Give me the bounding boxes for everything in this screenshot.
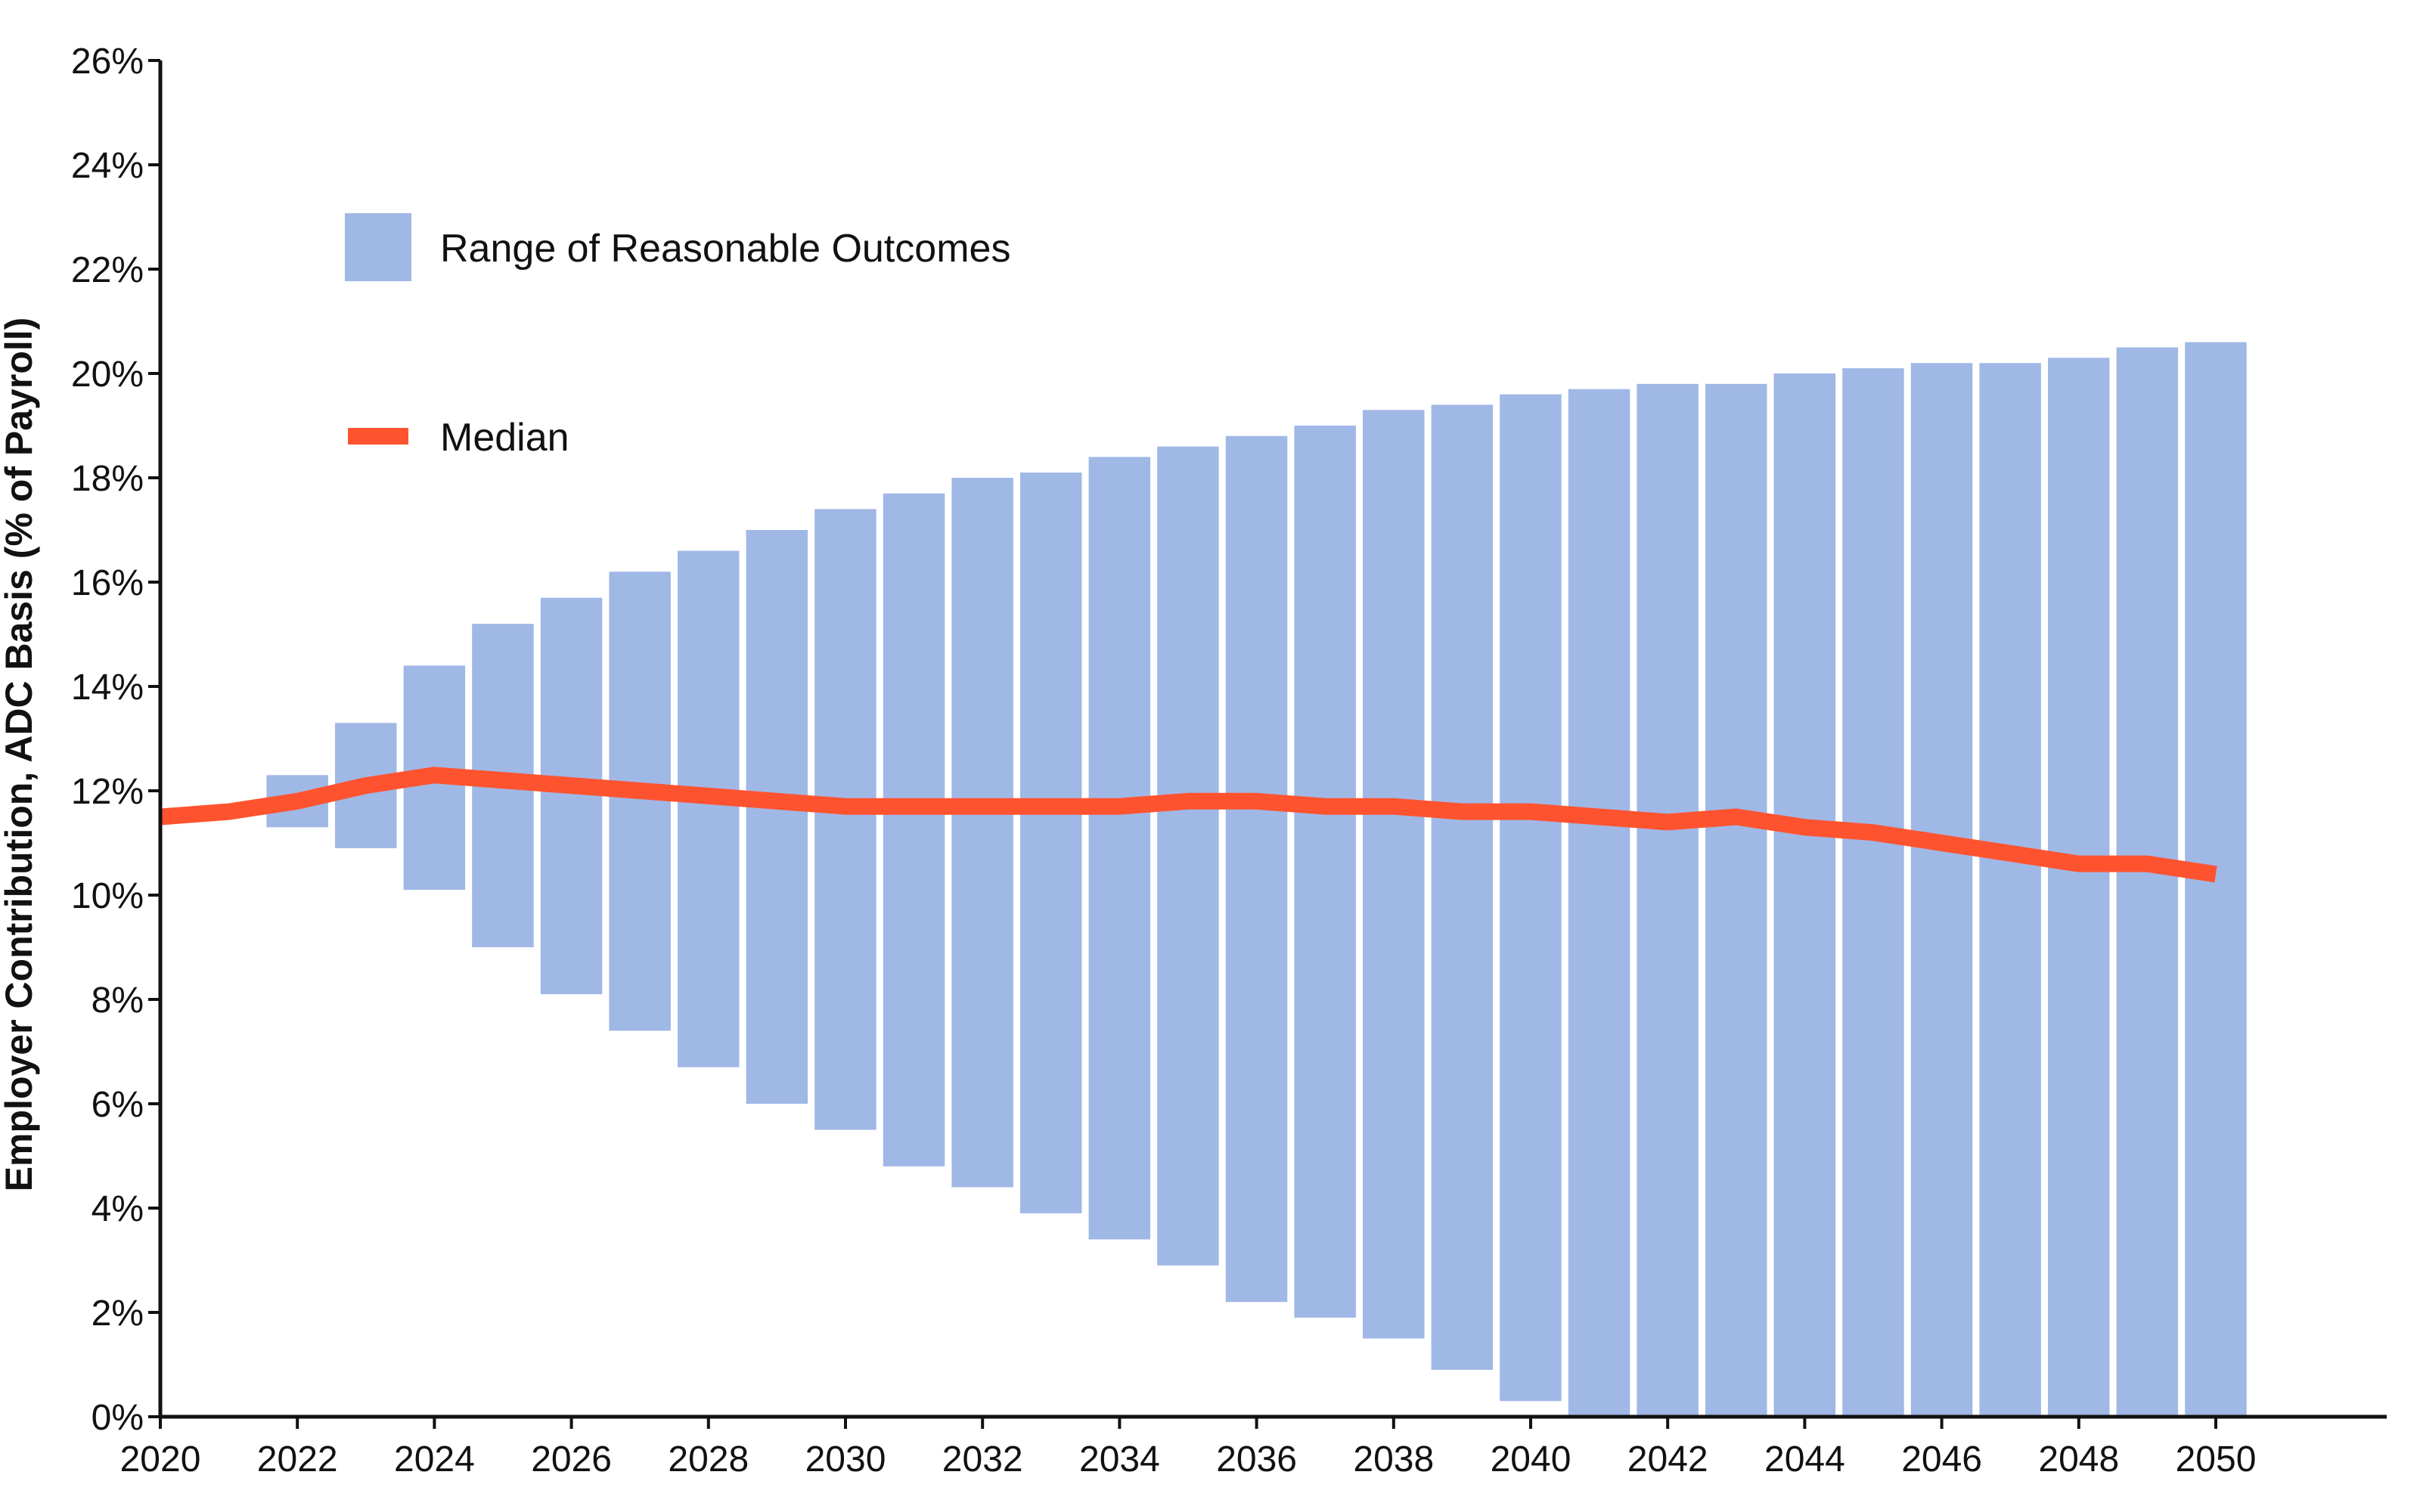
- y-tick-label: 20%: [71, 355, 144, 395]
- range-bar-2045: [1842, 368, 1904, 1418]
- y-tick-label: 22%: [71, 250, 144, 290]
- x-tick-label: 2050: [2176, 1439, 2257, 1479]
- range-bar-2041: [1568, 389, 1630, 1418]
- x-tick-label: 2044: [1764, 1439, 1845, 1479]
- range-bar-2042: [1637, 383, 1699, 1417]
- range-bar-2032: [951, 478, 1013, 1188]
- x-tick-label: 2030: [805, 1439, 886, 1479]
- x-tick-label: 2046: [1901, 1439, 1982, 1479]
- median-line-layer: [160, 767, 2217, 883]
- range-bar-2031: [883, 493, 945, 1167]
- range-bar-2043: [1705, 383, 1767, 1417]
- legend: Range of Reasonable Outcomes Median: [345, 213, 1010, 460]
- y-tick-label: 24%: [71, 146, 144, 186]
- range-bar-2044: [1773, 373, 1836, 1417]
- y-axis-title: Employer Contribution, ADC Basis (% of P…: [0, 318, 40, 1192]
- x-tick-label: 2038: [1353, 1439, 1434, 1479]
- range-bar-2039: [1431, 404, 1494, 1370]
- x-tick-label: 2026: [531, 1439, 612, 1479]
- range-bar-2030: [814, 509, 876, 1130]
- y-tick-label: 2%: [92, 1294, 144, 1334]
- range-bar-2050: [2185, 342, 2247, 1418]
- range-bar-2028: [678, 550, 740, 1067]
- range-bar-2036: [1225, 435, 1288, 1303]
- median-line: [160, 767, 2217, 883]
- x-tick-label: 2022: [257, 1439, 338, 1479]
- legend-median-label: Median: [440, 416, 569, 460]
- range-bar-2026: [540, 597, 603, 995]
- range-bar-2034: [1088, 457, 1151, 1240]
- range-bar-2046: [1910, 363, 1973, 1418]
- range-bar-2049: [2116, 347, 2179, 1417]
- legend-range-label: Range of Reasonable Outcomes: [440, 227, 1010, 271]
- range-bars: [266, 342, 2247, 1418]
- y-tick-label: 10%: [71, 876, 144, 916]
- x-tick-label: 2048: [2038, 1439, 2119, 1479]
- x-tick-label: 2034: [1079, 1439, 1160, 1479]
- y-tick-label: 18%: [71, 459, 144, 499]
- y-tick-label: 4%: [92, 1189, 144, 1229]
- x-tick-label: 2032: [942, 1439, 1023, 1479]
- x-tick-label: 2020: [120, 1439, 201, 1479]
- y-tick-label: 6%: [92, 1085, 144, 1125]
- range-bar-2033: [1020, 472, 1082, 1213]
- axes: [148, 59, 2387, 1429]
- legend-range-swatch: [345, 213, 411, 281]
- range-bar-2038: [1363, 410, 1425, 1339]
- range-bar-2027: [609, 572, 671, 1031]
- range-bar-2029: [746, 530, 808, 1104]
- range-bar-2040: [1500, 394, 1562, 1402]
- x-tick-label: 2036: [1216, 1439, 1297, 1479]
- y-tick-label: 14%: [71, 668, 144, 708]
- x-tick-label: 2024: [394, 1439, 475, 1479]
- y-tick-label: 12%: [71, 772, 144, 812]
- y-tick-label: 0%: [92, 1398, 144, 1438]
- legend-median-swatch: [348, 428, 408, 445]
- y-tick-label: 26%: [71, 42, 144, 82]
- y-tick-label: 16%: [71, 563, 144, 603]
- x-tick-label: 2028: [668, 1439, 749, 1479]
- x-tick-label: 2042: [1627, 1439, 1708, 1479]
- x-tick-label: 2040: [1491, 1439, 1571, 1479]
- tick-labels: 0% 2% 4% 6% 8% 10% 12% 14% 16% 18% 20% 22% 24% 26% 202…: [71, 42, 2256, 1479]
- range-bar-2035: [1157, 446, 1219, 1266]
- y-tick-label: 8%: [92, 981, 144, 1021]
- range-bar-2048: [2048, 358, 2110, 1417]
- range-bar-2037: [1294, 426, 1356, 1318]
- range-bar-2047: [1979, 363, 2041, 1418]
